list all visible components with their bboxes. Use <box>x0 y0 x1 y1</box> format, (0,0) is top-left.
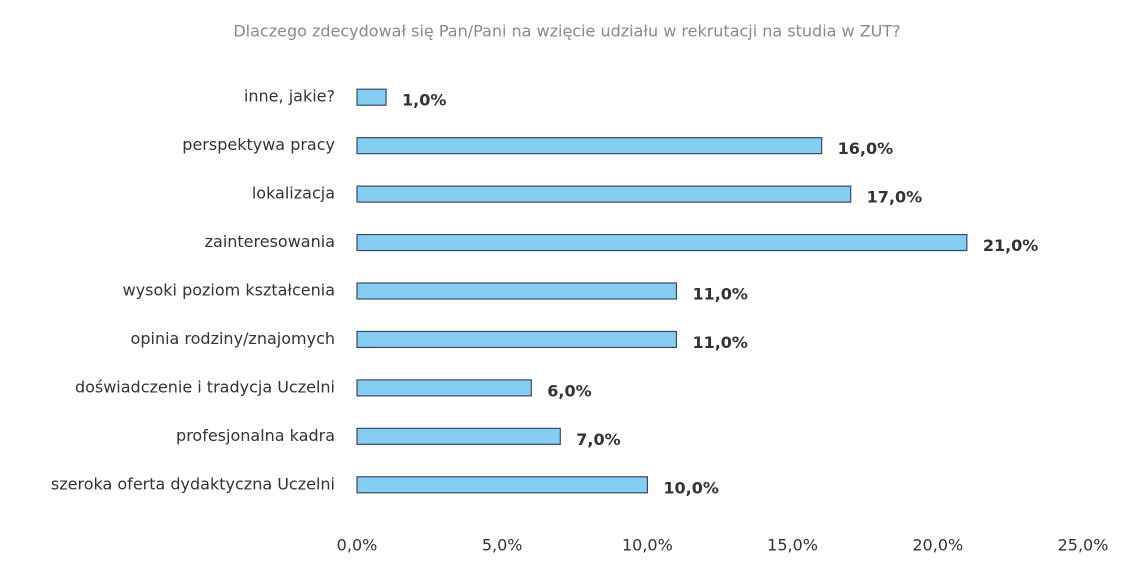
bar <box>356 233 968 252</box>
y-tick-label: opinia rodziny/znajomych <box>131 329 335 348</box>
y-tick-label: profesjonalna kadra <box>176 426 335 445</box>
value-label: 6,0% <box>547 381 591 400</box>
chart-title: Dlaczego zdecydował się Pan/Pani na wzię… <box>233 22 900 41</box>
bar <box>356 137 823 155</box>
x-tick-label: 15,0% <box>767 536 818 555</box>
x-tick-label: 5,0% <box>482 536 523 555</box>
y-tick-label: zainteresowania <box>205 232 335 251</box>
value-label: 17,0% <box>867 188 923 207</box>
y-tick-label: lokalizacja <box>252 184 335 203</box>
y-tick-label: doświadczenie i tradycja Uczelni <box>75 377 335 396</box>
value-label: 16,0% <box>838 139 894 158</box>
value-label: 21,0% <box>983 236 1039 255</box>
value-label: 7,0% <box>576 430 620 449</box>
bar <box>356 330 678 349</box>
value-label: 11,0% <box>692 285 748 304</box>
x-tick-label: 10,0% <box>622 536 673 555</box>
x-tick-label: 25,0% <box>1058 536 1109 555</box>
bar <box>356 476 648 494</box>
x-tick-label: 20,0% <box>912 536 963 555</box>
y-tick-label: wysoki poziom kształcenia <box>123 281 335 300</box>
y-tick-label: szeroka oferta dydaktyczna Uczelni <box>51 474 335 493</box>
y-tick-label: inne, jakie? <box>244 87 335 106</box>
bar <box>356 185 852 203</box>
x-tick-label: 0,0% <box>337 536 378 555</box>
bar <box>356 282 678 300</box>
bar <box>356 427 561 445</box>
bar <box>356 88 387 106</box>
value-label: 1,0% <box>402 91 446 110</box>
bar <box>356 379 532 397</box>
value-label: 10,0% <box>663 478 719 497</box>
value-label: 11,0% <box>692 333 748 352</box>
y-tick-label: perspektywa pracy <box>182 135 335 154</box>
